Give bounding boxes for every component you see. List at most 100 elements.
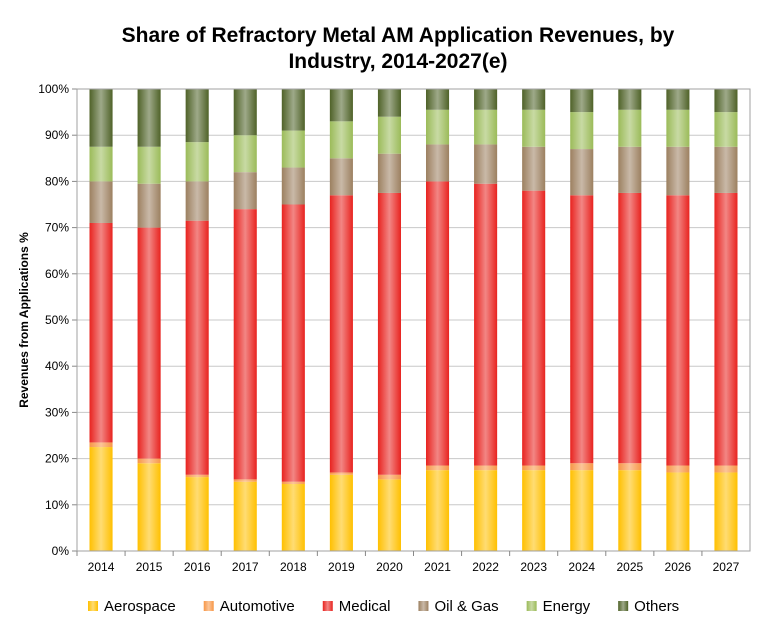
bar-segment-energy-2018 (281, 130, 305, 168)
legend-swatch (418, 601, 429, 611)
bar-segment-aerospace-2017 (233, 481, 257, 551)
bar-segment-aerospace-2025 (618, 470, 642, 551)
bar-segment-others-2026 (666, 89, 690, 110)
legend-item-automotive: Automotive (203, 598, 295, 615)
bar-segment-energy-2019 (329, 121, 353, 159)
bar-segment-oil-gas-2014 (89, 181, 113, 223)
bar-segment-energy-2023 (522, 109, 546, 147)
x-tick-label: 2022 (472, 560, 499, 574)
legend-swatch (203, 601, 214, 611)
bar-segment-medical-2021 (425, 181, 450, 466)
bar-segment-energy-2027 (714, 112, 738, 147)
bar-segment-automotive-2027 (714, 465, 738, 473)
bar-segment-automotive-2021 (425, 465, 450, 471)
x-tick-label: 2019 (328, 560, 355, 574)
legend-label: Aerospace (104, 598, 176, 615)
x-tick-label: 2024 (568, 560, 595, 574)
y-tick-label: 60% (45, 267, 69, 281)
axes: 0% 10% 20% 30% 40% 50% 60% 70% 80% 90% 100% 2014 201… (38, 82, 751, 574)
bar-segment-aerospace-2024 (570, 470, 594, 551)
legend-label: Others (634, 598, 679, 615)
y-axis-title: Revenues from Applications % (17, 232, 31, 408)
bar-segment-automotive-2020 (377, 474, 402, 480)
x-tick-label: 2027 (713, 560, 740, 574)
chart-title-line-1: Share of Refractory Metal AM Application… (122, 24, 675, 47)
bar-segment-automotive-2017 (233, 479, 257, 482)
bar-segment-medical-2018 (281, 204, 305, 482)
legend-item-medical: Medical (322, 598, 391, 615)
bar-segment-medical-2026 (666, 195, 690, 466)
y-tick-label: 30% (45, 405, 69, 419)
legend-swatch (88, 601, 98, 611)
bar-segment-aerospace-2026 (666, 472, 690, 551)
y-tick-label: 80% (45, 174, 69, 188)
gridlines (77, 88, 750, 552)
y-tick-label: 40% (45, 359, 69, 373)
bar-segment-medical-2017 (233, 209, 257, 480)
bar-segment-aerospace-2014 (89, 447, 113, 551)
bar-segment-aerospace-2018 (281, 484, 305, 551)
legend-swatch (322, 601, 333, 611)
bar-segment-others-2022 (474, 89, 498, 110)
bar-segment-energy-2025 (618, 109, 642, 147)
legend-item-aerospace: Aerospace (88, 598, 176, 615)
bar-segment-medical-2019 (329, 195, 353, 473)
legend: Aerospace Automotive Medical Oil & Gas Energ… (88, 598, 679, 615)
bar-segment-oil-gas-2018 (281, 167, 305, 205)
bar-segment-automotive-2015 (137, 458, 161, 464)
bar-segment-others-2027 (714, 89, 738, 113)
bar-segment-medical-2014 (89, 222, 113, 443)
legend-swatch (618, 601, 629, 611)
bar-segment-energy-2024 (570, 112, 594, 150)
bar-segment-automotive-2024 (570, 463, 594, 471)
bar-segment-oil-gas-2015 (137, 183, 161, 228)
bar-segment-oil-gas-2023 (522, 146, 546, 191)
bar-segment-aerospace-2023 (522, 470, 546, 551)
x-tick-label: 2018 (280, 560, 307, 574)
bar-segment-energy-2017 (233, 135, 257, 173)
bar-segment-others-2023 (522, 89, 546, 110)
bar-segment-automotive-2014 (89, 442, 113, 448)
bar-segment-others-2019 (329, 89, 353, 122)
legend-item-energy: Energy (526, 598, 591, 615)
chart-title-line-2: Industry, 2014-2027(e) (288, 50, 507, 73)
bar-segment-medical-2023 (522, 190, 546, 466)
bar-segment-oil-gas-2022 (474, 144, 498, 184)
x-tick-label: 2014 (88, 560, 115, 574)
bar-segment-others-2018 (281, 89, 305, 131)
x-tick-label: 2020 (376, 560, 403, 574)
x-tick-label: 2016 (184, 560, 211, 574)
y-tick-label: 50% (45, 313, 69, 327)
bar-segment-aerospace-2016 (185, 477, 209, 551)
bar-segment-energy-2014 (89, 146, 113, 182)
bar-segment-others-2015 (137, 89, 161, 147)
x-tick-label: 2025 (616, 560, 643, 574)
legend-item-oil-gas: Oil & Gas (418, 598, 499, 615)
bar-segment-others-2024 (570, 89, 594, 113)
y-tick-label: 0% (52, 544, 70, 558)
bar-segment-aerospace-2022 (474, 470, 498, 551)
bar-segment-others-2017 (233, 89, 257, 136)
legend-label: Medical (339, 598, 391, 615)
bar-segment-oil-gas-2017 (233, 172, 257, 210)
bar-segment-medical-2024 (570, 195, 594, 464)
bar-segment-energy-2015 (137, 146, 161, 184)
bar-segment-others-2021 (425, 89, 450, 110)
bar-segment-others-2020 (377, 89, 402, 117)
y-tick-label: 20% (45, 452, 69, 466)
bar-segment-automotive-2026 (666, 465, 690, 473)
bars (89, 89, 738, 551)
bar-segment-automotive-2019 (329, 472, 353, 475)
bar-segment-oil-gas-2020 (377, 153, 402, 193)
x-tick-label: 2015 (136, 560, 163, 574)
bar-segment-oil-gas-2019 (329, 158, 353, 196)
bar-segment-medical-2015 (137, 227, 161, 459)
y-tick-label: 100% (38, 82, 69, 96)
bar-segment-oil-gas-2021 (425, 144, 450, 182)
bar-segment-oil-gas-2024 (570, 149, 594, 196)
x-tick-label: 2023 (520, 560, 547, 574)
bar-segment-automotive-2016 (185, 474, 209, 478)
bar-segment-others-2014 (89, 89, 113, 147)
